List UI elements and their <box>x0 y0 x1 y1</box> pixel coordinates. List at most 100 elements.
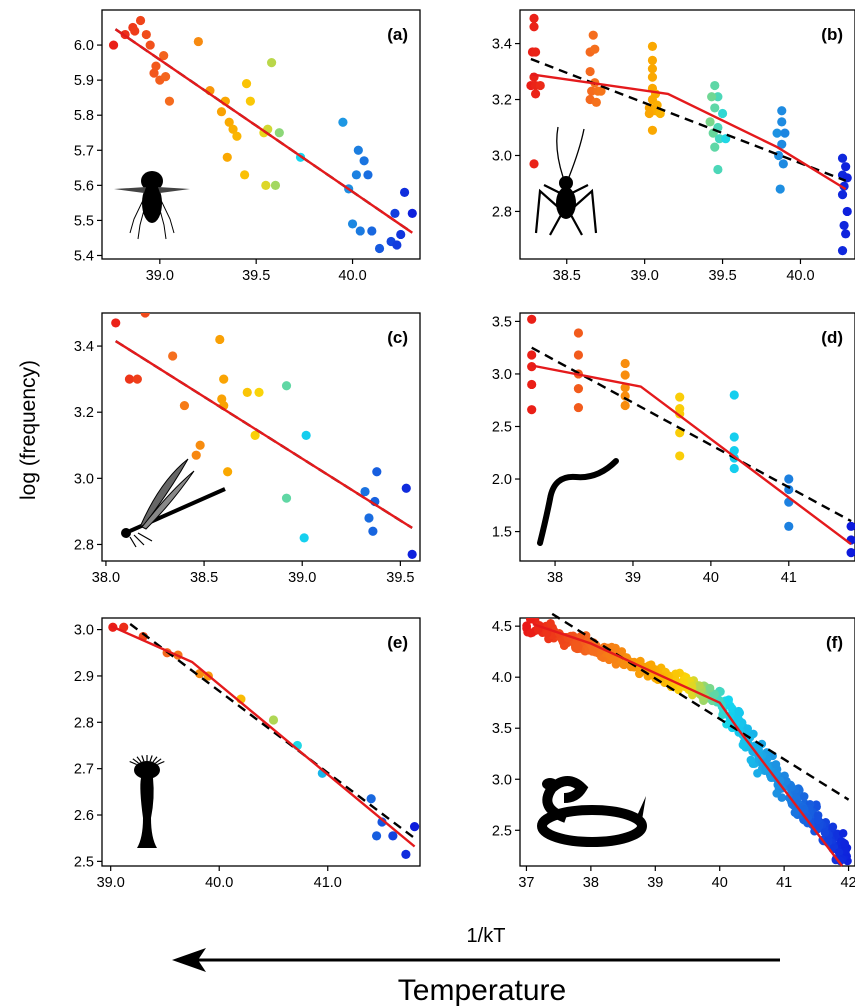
data-point <box>526 628 535 638</box>
y-tick-label: 3.0 <box>74 623 94 639</box>
linear-fit-line <box>530 57 847 182</box>
panel-label: (f) <box>826 633 843 652</box>
data-point <box>787 782 796 792</box>
data-point <box>729 390 739 400</box>
data-point <box>841 162 851 172</box>
data-point <box>753 768 762 778</box>
data-point <box>734 706 743 716</box>
y-tick-label: 3.4 <box>492 37 512 53</box>
data-point <box>407 208 417 219</box>
panel-b: 38.5 39.0 39.5 40.0 2.8 3.0 3.2 3.4 (b) <box>492 9 855 284</box>
y-tick-label: 2.8 <box>492 204 512 220</box>
plot-area <box>522 618 852 866</box>
plot-frame <box>101 312 421 562</box>
plot-area <box>108 15 417 254</box>
data-point <box>647 72 658 82</box>
data-point <box>729 463 739 474</box>
data-point <box>396 229 406 240</box>
data-point <box>141 29 151 40</box>
y-tick-label: 3.5 <box>492 314 512 330</box>
y-tick-label: 5.4 <box>74 248 94 264</box>
data-point <box>529 13 539 23</box>
x-tick-label: 39.5 <box>242 268 270 284</box>
data-point <box>588 30 598 40</box>
data-point <box>366 794 376 804</box>
y-tick-label: 2.8 <box>74 715 94 731</box>
data-point <box>620 383 630 393</box>
data-point <box>338 117 348 127</box>
x-tick-label: 37 <box>518 875 534 891</box>
data-point <box>219 374 229 384</box>
data-point <box>573 328 584 338</box>
data-point <box>813 815 823 825</box>
data-point <box>647 55 658 65</box>
y-tick-label: 4.5 <box>492 619 512 635</box>
piecewise-fit-line <box>530 73 847 191</box>
data-point <box>135 15 146 26</box>
data-point <box>705 683 715 693</box>
data-point <box>250 430 260 440</box>
plot-area <box>527 314 855 558</box>
data-point <box>409 821 420 832</box>
data-point <box>695 681 704 690</box>
data-point <box>390 208 400 219</box>
data-point <box>837 153 848 163</box>
y-tick-label: 5.5 <box>74 213 94 229</box>
data-point <box>527 314 537 324</box>
data-point <box>705 117 715 127</box>
plot-frame <box>519 617 855 867</box>
data-point <box>713 164 723 175</box>
x-tick-label: 39.5 <box>386 570 414 586</box>
data-point <box>351 170 361 180</box>
y-tick-label: 2.5 <box>74 854 94 870</box>
data-point <box>542 629 552 638</box>
data-point <box>717 108 728 119</box>
data-point <box>529 22 539 32</box>
data-point <box>838 829 848 838</box>
data-point <box>710 142 720 152</box>
data-point <box>261 180 271 190</box>
y-tick-label: 2.7 <box>74 762 94 778</box>
data-point <box>372 467 382 477</box>
data-point <box>846 521 855 531</box>
x-tick-label: 38 <box>583 875 599 891</box>
data-point <box>228 124 238 134</box>
data-point <box>195 440 205 450</box>
data-point <box>168 351 178 361</box>
data-point <box>224 117 234 127</box>
y-tick-label: 2.5 <box>492 419 512 435</box>
x-tick-label: 39.5 <box>708 268 736 284</box>
panel-label: (a) <box>387 25 408 44</box>
data-point <box>837 190 848 200</box>
data-point <box>784 474 794 484</box>
data-point <box>374 243 385 254</box>
data-point <box>530 89 541 99</box>
data-point <box>368 526 378 536</box>
y-tick-label: 2.9 <box>74 669 94 685</box>
data-point <box>164 96 175 106</box>
y-tick-label: 3.4 <box>74 339 94 355</box>
data-point <box>274 128 284 138</box>
data-point <box>270 180 281 190</box>
x-tick-label: 38.5 <box>553 268 581 284</box>
data-point <box>299 533 309 543</box>
y-tick-label: 3.0 <box>492 772 512 788</box>
worm-silhouette-icon <box>537 458 619 546</box>
plot-frame <box>101 9 421 260</box>
data-point <box>161 72 171 82</box>
data-point <box>527 379 537 390</box>
x-tick-label: 39 <box>647 875 663 891</box>
x-tick-label: 42 <box>840 875 855 891</box>
data-point <box>281 381 292 391</box>
y-tick-label: 5.7 <box>74 143 94 159</box>
linear-fit-line <box>551 612 850 801</box>
data-point <box>596 86 606 96</box>
x-tick-label: 40.0 <box>786 268 814 284</box>
x-tick-label: 40.0 <box>338 268 366 284</box>
data-point <box>573 402 584 413</box>
data-point <box>738 740 748 750</box>
piecewise-fit-line <box>110 624 416 848</box>
data-point <box>193 36 203 47</box>
data-point <box>840 839 850 848</box>
